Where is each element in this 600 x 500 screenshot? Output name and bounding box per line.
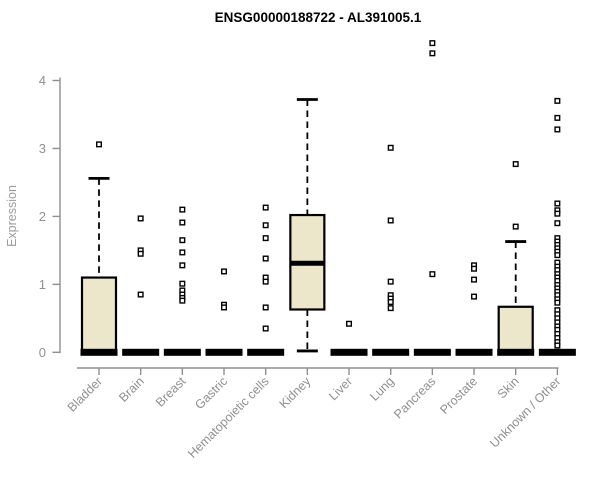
box-group-skin <box>497 161 535 356</box>
chart-title: ENSG00000188722 - AL391005.1 <box>215 10 422 25</box>
box <box>497 305 534 354</box>
box-group-pancreas <box>413 40 451 356</box>
outlier-point <box>179 280 186 287</box>
box-group-hematopoietic-cells <box>247 204 285 356</box>
median-bar <box>455 348 493 356</box>
x-tick-label: Unknown / Other <box>487 374 563 450</box>
y-tick-label: 0 <box>39 345 46 360</box>
outlier-point <box>179 249 186 256</box>
outlier-point <box>262 204 269 211</box>
outlier-point <box>137 215 144 222</box>
x-tick-label: Kidney <box>277 374 314 411</box>
outlier-point <box>471 265 478 272</box>
box <box>80 276 118 354</box>
x-tick-label: Lung <box>367 374 397 404</box>
outlier-point <box>95 141 102 148</box>
outlier-point <box>429 271 436 278</box>
outlier-point <box>387 278 394 285</box>
outlier-point <box>471 276 478 283</box>
box-group-breast <box>163 206 201 356</box>
y-tick-label: 1 <box>39 277 46 292</box>
y-tick-label: 2 <box>39 209 46 224</box>
outlier-point <box>179 206 186 213</box>
x-tick-label: Pancreas <box>391 374 438 421</box>
outlier-point <box>387 144 394 151</box>
box-group-unknown-other <box>538 97 576 356</box>
y-tick-label: 4 <box>39 73 46 88</box>
median-bar <box>413 348 451 356</box>
outlier-point <box>387 217 394 224</box>
outlier-point <box>387 299 394 306</box>
box-group-liver <box>330 320 368 356</box>
x-tick-label: Hematopoietic cells <box>185 374 272 461</box>
box-group-kidney <box>289 98 326 353</box>
y-axis-title: Expression <box>5 185 19 247</box>
outlier-point <box>262 278 269 285</box>
box-group-gastric <box>205 268 243 356</box>
median-bar <box>247 348 285 356</box>
outlier-point <box>179 297 186 304</box>
outlier-point <box>221 304 228 311</box>
median-bar <box>122 348 160 356</box>
outlier-point <box>346 320 353 327</box>
box-group-prostate <box>455 262 493 356</box>
outlier-point <box>554 97 561 104</box>
x-tick-label: Bladder <box>65 374 105 414</box>
x-tick-label: Skin <box>495 374 522 401</box>
outlier-point <box>262 325 269 332</box>
outlier-point <box>262 222 269 229</box>
x-tick-label: Gastric <box>192 374 230 412</box>
boxplot-marks <box>80 40 576 356</box>
outlier-point <box>554 220 561 227</box>
median-bar <box>497 348 535 356</box>
outlier-point <box>179 262 186 269</box>
outlier-point <box>471 293 478 300</box>
box-group-brain <box>122 215 160 356</box>
x-tick-label: Prostate <box>437 374 480 417</box>
outlier-point <box>262 235 269 242</box>
outlier-point <box>512 223 519 230</box>
outlier-point <box>554 252 561 259</box>
median-bar <box>372 348 410 356</box>
y-tick-label: 3 <box>39 141 46 156</box>
outlier-point <box>554 299 561 306</box>
outlier-point <box>554 114 561 121</box>
outlier-point <box>262 304 269 311</box>
outlier-point <box>262 255 269 262</box>
x-tick-label: Breast <box>153 374 189 410</box>
median-bar <box>330 348 368 356</box>
outlier-point <box>554 342 561 349</box>
x-tick-label: Brain <box>116 374 147 405</box>
outlier-point <box>512 161 519 168</box>
outlier-point <box>179 219 186 226</box>
outlier-point <box>137 250 144 257</box>
median-bar <box>163 348 201 356</box>
x-tick-label: Liver <box>326 374 355 403</box>
outlier-point <box>554 126 561 133</box>
outlier-point <box>179 237 186 244</box>
outlier-point <box>387 305 394 312</box>
outlier-point <box>221 268 228 275</box>
median-bar <box>205 348 243 356</box>
median-bar <box>538 348 576 356</box>
outlier-point <box>137 291 144 298</box>
box-group-lung <box>372 144 410 356</box>
box-group-bladder <box>80 141 118 356</box>
outlier-point <box>429 50 436 57</box>
outlier-point <box>554 200 561 207</box>
outlier-point <box>429 40 436 47</box>
median-bar <box>80 348 118 356</box>
outlier-point <box>554 210 561 217</box>
